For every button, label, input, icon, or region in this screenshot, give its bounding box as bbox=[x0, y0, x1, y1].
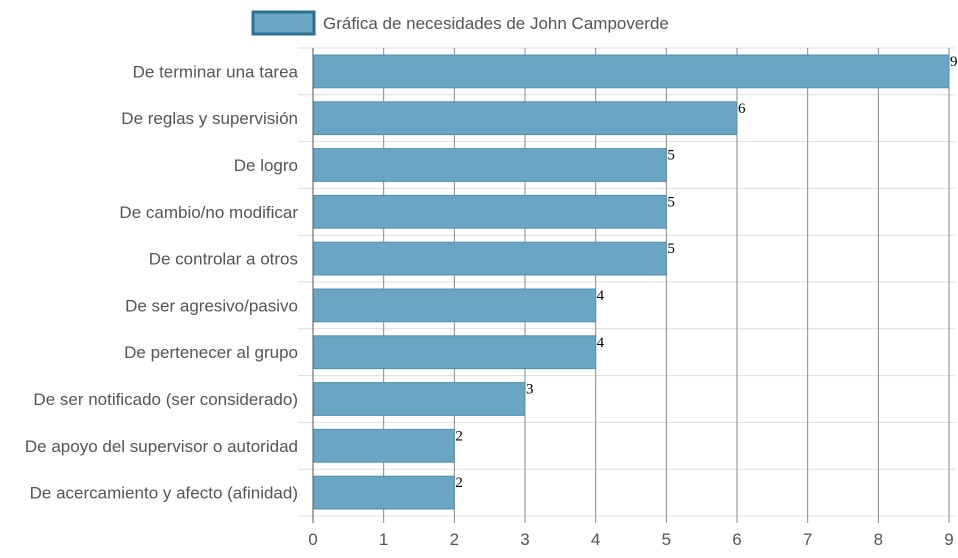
x-tick-label: 6 bbox=[732, 530, 741, 549]
category-label: De pertenecer al grupo bbox=[124, 343, 298, 362]
category-label: De reglas y supervisión bbox=[121, 109, 298, 128]
category-labels: De terminar una tarea De reglas y supervi… bbox=[25, 62, 299, 502]
category-label: De ser notificado (ser considerado) bbox=[33, 390, 298, 409]
data-label: 5 bbox=[667, 194, 675, 210]
bar[interactable] bbox=[312, 194, 667, 229]
x-tick-label: 5 bbox=[662, 530, 671, 549]
data-label: 5 bbox=[667, 241, 675, 257]
horizontal-gridlines bbox=[298, 47, 955, 517]
bar[interactable] bbox=[312, 428, 455, 463]
data-label: 5 bbox=[667, 148, 675, 164]
x-tick-label: 0 bbox=[308, 530, 317, 549]
x-axis: 0 1 2 3 4 5 6 7 8 9 bbox=[308, 48, 954, 549]
bar[interactable] bbox=[312, 288, 597, 323]
category-label: De ser agresivo/pasivo bbox=[125, 296, 298, 315]
x-tick-label: 3 bbox=[520, 530, 529, 549]
bars bbox=[312, 54, 950, 510]
category-label: De cambio/no modificar bbox=[119, 203, 298, 222]
x-tick-label: 8 bbox=[874, 530, 883, 549]
data-label: 4 bbox=[597, 335, 605, 351]
bar[interactable] bbox=[312, 101, 738, 136]
data-label: 2 bbox=[455, 428, 463, 444]
data-label: 3 bbox=[526, 382, 534, 398]
data-labels: 9 6 5 5 5 4 4 3 2 2 bbox=[455, 54, 957, 491]
x-tick-label: 1 bbox=[379, 530, 388, 549]
bar[interactable] bbox=[312, 148, 667, 182]
category-label: De controlar a otros bbox=[149, 250, 298, 269]
bar[interactable] bbox=[312, 382, 526, 416]
x-tick-label: 7 bbox=[803, 530, 812, 549]
legend-swatch[interactable] bbox=[251, 10, 316, 36]
category-label: De acercamiento y afecto (afinidad) bbox=[30, 484, 298, 503]
x-tick-label: 9 bbox=[944, 530, 953, 549]
bar[interactable] bbox=[312, 241, 667, 276]
data-label: 4 bbox=[597, 288, 605, 304]
bar[interactable] bbox=[312, 475, 455, 510]
x-tick-label: 4 bbox=[591, 530, 600, 549]
category-label: De apoyo del supervisor o autoridad bbox=[25, 437, 298, 456]
category-label: De logro bbox=[234, 156, 298, 175]
bar[interactable] bbox=[312, 335, 597, 370]
data-label: 2 bbox=[455, 475, 463, 491]
bar[interactable] bbox=[312, 54, 950, 89]
category-label: De terminar una tarea bbox=[133, 62, 299, 81]
data-label: 6 bbox=[738, 101, 746, 117]
x-tick-label: 2 bbox=[450, 530, 459, 549]
data-label: 9 bbox=[950, 54, 958, 70]
legend-label: Gráfica de necesidades de John Campoverd… bbox=[323, 14, 669, 33]
legend[interactable]: Gráfica de necesidades de John Campoverd… bbox=[251, 10, 669, 36]
